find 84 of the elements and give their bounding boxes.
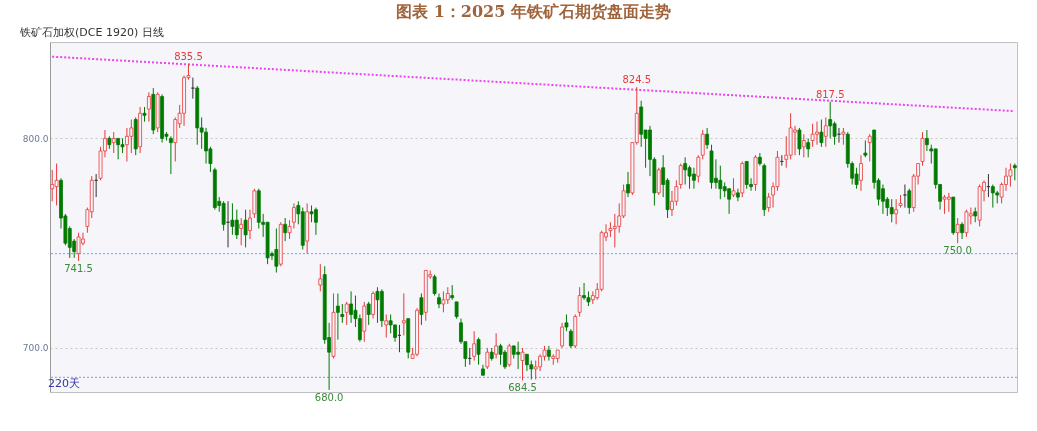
annotation: 824.5: [622, 74, 652, 86]
candlestick: [419, 293, 424, 326]
candlestick: [744, 160, 749, 190]
candlestick: [797, 127, 802, 156]
candlestick: [388, 313, 393, 334]
candlestick: [125, 127, 129, 162]
candlestick: [54, 163, 59, 206]
annotation: 684.5: [508, 382, 537, 394]
candlestick: [384, 313, 389, 339]
candlestick: [819, 119, 824, 148]
candlestick: [401, 293, 406, 336]
annotation: 220天: [48, 377, 80, 390]
candlestick: [116, 137, 121, 160]
candlestick: [960, 221, 964, 240]
candlestick: [230, 202, 235, 236]
candlestick: [903, 184, 907, 209]
candlestick: [318, 263, 323, 292]
candlestick: [498, 343, 503, 366]
candlestick: [111, 131, 116, 154]
candlestick: [560, 322, 564, 349]
candlestick: [946, 192, 951, 213]
candlestick: [234, 209, 239, 240]
candlestick: [147, 91, 151, 123]
candlestick: [823, 116, 828, 148]
y-tick-label: 800.0: [22, 133, 49, 144]
candlestick: [76, 232, 81, 262]
candlestick: [283, 217, 288, 242]
annotation: 835.5: [174, 51, 203, 63]
y-tick-label: 700.0: [22, 343, 49, 354]
candlestick: [1008, 163, 1013, 188]
candlestick: [964, 209, 969, 238]
candlestick: [371, 290, 375, 320]
candlestick: [357, 313, 362, 343]
candlestick: [168, 135, 173, 175]
candlestick: [907, 188, 912, 215]
candlestick: [696, 154, 701, 183]
candlestick: [828, 101, 833, 139]
candlestick: [577, 286, 582, 318]
candlestick: [494, 332, 499, 359]
annotation: 680.0: [314, 391, 344, 403]
candlestick: [859, 154, 863, 192]
candlestick: [375, 286, 380, 324]
candlestick: [612, 213, 617, 248]
candlestick: [472, 330, 477, 362]
candlestick: [801, 133, 806, 158]
candlestick: [568, 328, 573, 349]
candlestick: [700, 129, 705, 160]
candlestick: [894, 198, 899, 225]
candlestick: [889, 198, 894, 223]
candlestick: [810, 123, 815, 148]
annotation: 750.0: [943, 245, 972, 257]
candlestick: [626, 171, 630, 198]
candlestick: [683, 156, 688, 186]
annotation: 817.5: [815, 88, 845, 100]
candlestick: [942, 194, 947, 215]
chart-title: 图表 1：2025 年铁矿石期货盘面走势: [396, 2, 671, 21]
candlestick: [735, 188, 740, 202]
candlestick: [336, 293, 340, 341]
candlestick: [516, 341, 521, 370]
candlestick: [705, 127, 710, 150]
candlestick: [173, 116, 178, 162]
candlestick: [955, 217, 960, 244]
candlestick: [520, 347, 525, 381]
candlestick: [806, 137, 811, 158]
candlestick: [344, 301, 349, 326]
candlestick: [274, 228, 279, 274]
candlestick: [441, 290, 446, 313]
candlestick: [476, 337, 481, 366]
candlestick: [867, 133, 872, 162]
candlestick: [485, 347, 490, 370]
candlestick: [924, 129, 929, 152]
candlestick: [366, 301, 371, 326]
candlestick: [243, 209, 248, 248]
candlestick: [221, 200, 226, 232]
text: 铁矿石加权(DCE 1920) 日线: [19, 26, 164, 39]
candlestick: [731, 177, 736, 198]
annotation: 741.5: [64, 263, 93, 275]
candlestick: [239, 217, 244, 246]
candlestick: [990, 184, 995, 209]
candlestick: [190, 77, 195, 100]
candlestick: [727, 188, 731, 215]
candlestick: [656, 167, 661, 196]
candlestick: [507, 343, 512, 368]
candlestick: [920, 131, 925, 167]
